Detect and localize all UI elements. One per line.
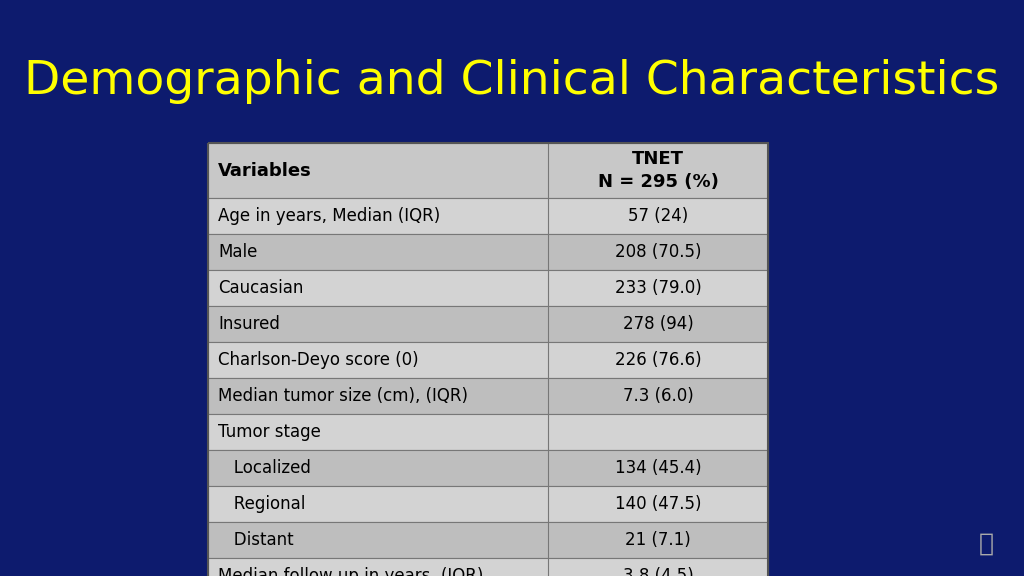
Bar [208, 143, 768, 576]
Bar [208, 522, 768, 558]
Bar [208, 378, 768, 414]
Bar [208, 270, 768, 306]
Text: 7.3 (6.0): 7.3 (6.0) [623, 387, 693, 405]
Bar [208, 342, 768, 378]
Bar [208, 486, 768, 522]
Text: 278 (94): 278 (94) [623, 315, 693, 333]
Bar [208, 198, 768, 234]
Text: Regional: Regional [218, 495, 305, 513]
Text: Male: Male [218, 243, 257, 261]
Text: TNET
N = 295 (%): TNET N = 295 (%) [598, 150, 719, 191]
Bar [208, 143, 768, 198]
Text: Charlson-Deyo score (0): Charlson-Deyo score (0) [218, 351, 419, 369]
Text: 57 (24): 57 (24) [628, 207, 688, 225]
Text: Insured: Insured [218, 315, 280, 333]
Text: 134 (45.4): 134 (45.4) [614, 459, 701, 477]
Bar [208, 306, 768, 342]
Bar [208, 414, 768, 450]
Text: 140 (47.5): 140 (47.5) [614, 495, 701, 513]
Bar [208, 558, 768, 576]
Text: Age in years, Median (IQR): Age in years, Median (IQR) [218, 207, 440, 225]
Text: Median follow up in years, (IQR): Median follow up in years, (IQR) [218, 567, 483, 576]
Text: 226 (76.6): 226 (76.6) [614, 351, 701, 369]
Bar [208, 234, 768, 270]
Text: Caucasian: Caucasian [218, 279, 303, 297]
Text: 233 (79.0): 233 (79.0) [614, 279, 701, 297]
Text: Tumor stage: Tumor stage [218, 423, 321, 441]
Text: 3.8 (4.5): 3.8 (4.5) [623, 567, 693, 576]
Text: Variables: Variables [218, 161, 311, 180]
Text: 208 (70.5): 208 (70.5) [614, 243, 701, 261]
Text: Distant: Distant [218, 531, 294, 549]
Text: Demographic and Clinical Characteristics: Demographic and Clinical Characteristics [25, 59, 999, 104]
Text: 🔊: 🔊 [979, 532, 993, 556]
Bar [208, 450, 768, 486]
Text: Median tumor size (cm), (IQR): Median tumor size (cm), (IQR) [218, 387, 468, 405]
Text: Localized: Localized [218, 459, 311, 477]
Text: 21 (7.1): 21 (7.1) [625, 531, 691, 549]
